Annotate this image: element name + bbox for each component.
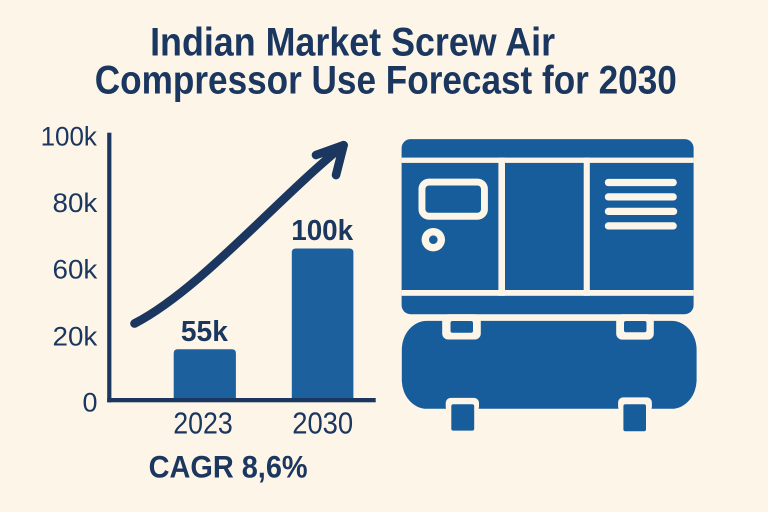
svg-text:80k: 80k: [53, 188, 98, 218]
svg-text:100k: 100k: [41, 122, 98, 152]
svg-text:20k: 20k: [53, 321, 98, 351]
svg-text:2023: 2023: [173, 405, 233, 440]
svg-text:2030: 2030: [292, 405, 353, 440]
svg-text:0: 0: [83, 387, 98, 417]
svg-text:Indian Market Screw Air: Indian Market Screw Air: [150, 21, 555, 65]
svg-text:60k: 60k: [53, 255, 98, 285]
svg-text:55k: 55k: [181, 316, 229, 348]
svg-text:100k: 100k: [291, 215, 354, 247]
svg-text:CAGR 8,6%: CAGR 8,6%: [149, 448, 308, 484]
svg-text:Compressor Use Forecast for 20: Compressor Use Forecast for 2030: [95, 59, 677, 103]
